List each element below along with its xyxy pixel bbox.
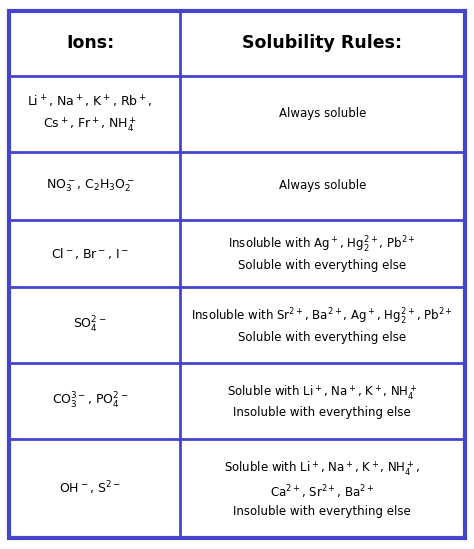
Text: Insoluble with Sr$^{2+}$, Ba$^{2+}$, Ag$^+$, Hg$_2^{2+}$, Pb$^{2+}$
Soluble with: Insoluble with Sr$^{2+}$, Ba$^{2+}$, Ag$… <box>191 307 453 344</box>
Text: Soluble with Li$^+$, Na$^+$, K$^+$, NH$_4^+$,
Ca$^{2+}$, Sr$^{2+}$, Ba$^{2+}$
In: Soluble with Li$^+$, Na$^+$, K$^+$, NH$_… <box>224 459 420 518</box>
Text: OH$^-$, S$^{2-}$: OH$^-$, S$^{2-}$ <box>59 480 121 497</box>
Text: Soluble with Li$^+$, Na$^+$, K$^+$, NH$_4^+$
Insoluble with everything else: Soluble with Li$^+$, Na$^+$, K$^+$, NH$_… <box>227 383 418 419</box>
Text: Cl$^-$, Br$^-$, I$^-$: Cl$^-$, Br$^-$, I$^-$ <box>51 246 129 261</box>
Text: Ions:: Ions: <box>66 35 114 52</box>
Text: Always soluble: Always soluble <box>279 108 366 120</box>
Text: Solubility Rules:: Solubility Rules: <box>242 35 402 52</box>
Text: Always soluble: Always soluble <box>279 179 366 192</box>
Text: Li$^+$, Na$^+$, K$^+$, Rb$^+$,
Cs$^+$, Fr$^+$, NH$_4^+$: Li$^+$, Na$^+$, K$^+$, Rb$^+$, Cs$^+$, F… <box>27 94 153 134</box>
Text: NO$_3^-$, C$_2$H$_3$O$_2^-$: NO$_3^-$, C$_2$H$_3$O$_2^-$ <box>46 177 134 194</box>
Text: Insoluble with Ag$^+$, Hg$_2^{2+}$, Pb$^{2+}$
Soluble with everything else: Insoluble with Ag$^+$, Hg$_2^{2+}$, Pb$^… <box>228 235 416 272</box>
Text: SO$_4^{2-}$: SO$_4^{2-}$ <box>73 315 107 335</box>
Text: CO$_3^{3-}$, PO$_4^{2-}$: CO$_3^{3-}$, PO$_4^{2-}$ <box>52 391 128 411</box>
